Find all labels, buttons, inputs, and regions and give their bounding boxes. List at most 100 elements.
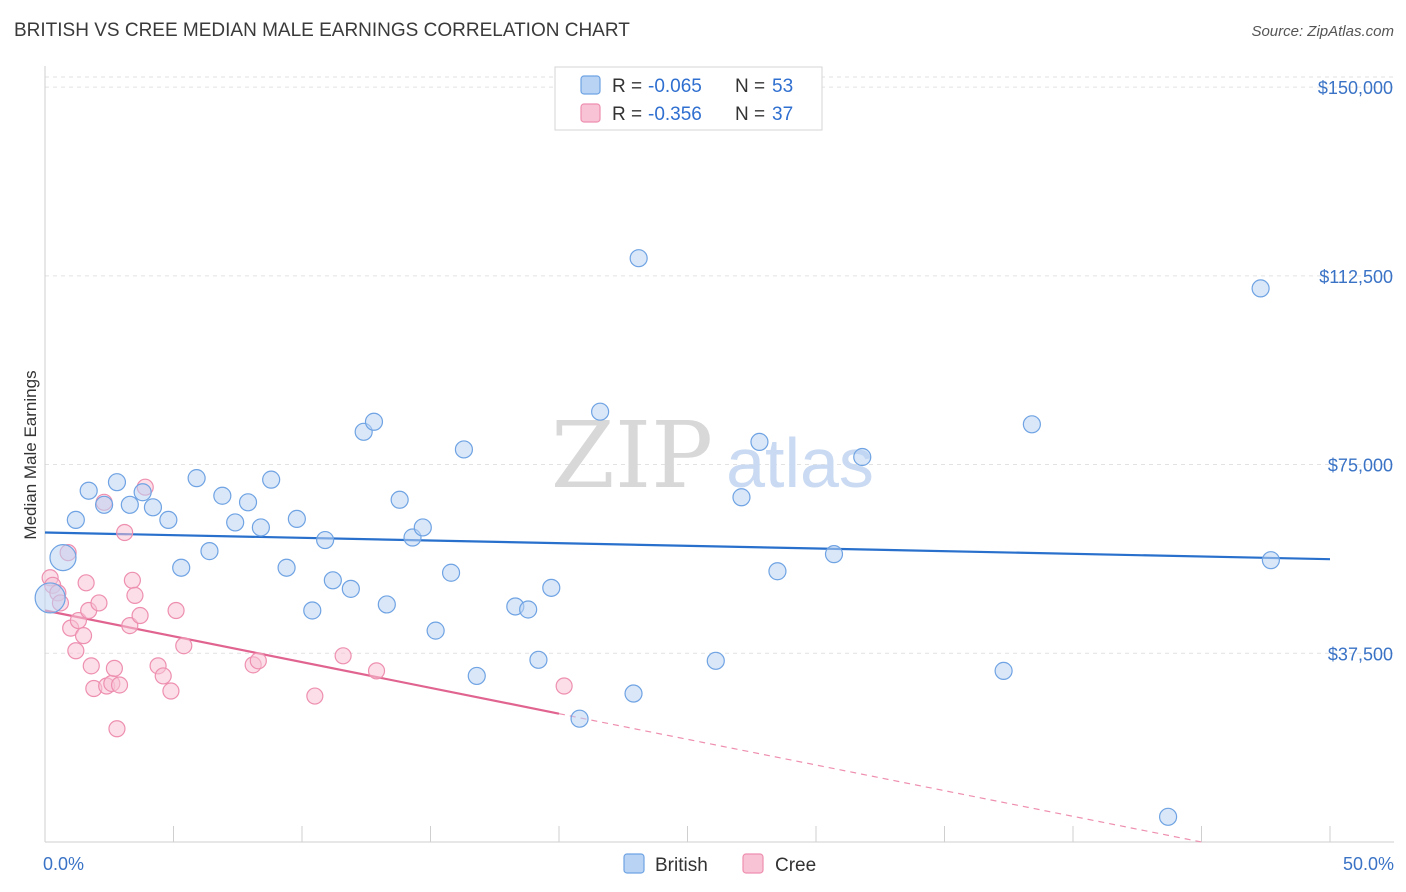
cree-point-11 [82, 657, 100, 675]
british-point-48 [994, 661, 1013, 680]
british-point-1 [49, 544, 77, 572]
british-point-52 [1261, 551, 1280, 570]
cree-point-20 [116, 523, 134, 542]
y-tick-label-2: $112,500 [1319, 267, 1393, 287]
cree-point-32 [249, 652, 267, 670]
legend-r-value-cree: -0.356 [648, 104, 702, 125]
legend-r-label-british: R = [612, 76, 642, 97]
bottom-legend: British Cree [623, 853, 816, 876]
cree-point-17 [105, 659, 123, 677]
british-point-38 [570, 709, 589, 728]
british-point-13 [213, 486, 232, 505]
watermark-atlas: atlas [726, 424, 874, 502]
cree-point-23 [126, 586, 144, 604]
british-point-35 [519, 600, 538, 619]
cree-point-8 [74, 627, 93, 645]
british-point-9 [159, 510, 178, 530]
x-tick-label-max: 50.0% [1343, 854, 1394, 874]
british-point-43 [732, 488, 751, 507]
y-tick-label-3: $150,000 [1318, 78, 1393, 98]
axes [44, 66, 1394, 843]
y-tick-label-0: $37,500 [1328, 644, 1393, 664]
british-point-47 [853, 447, 872, 467]
british-point-25 [364, 412, 384, 431]
british-point-29 [413, 518, 432, 537]
british-point-31 [441, 563, 461, 582]
legend-n-label-british: N = [735, 76, 765, 97]
y-tick-label-1: $75,000 [1328, 456, 1393, 476]
cree-point-21 [121, 616, 139, 635]
cree-point-34 [334, 647, 352, 665]
y-tick-labels: $37,500 $75,000 $112,500 $150,000 [1318, 78, 1393, 664]
bottom-legend-swatch-british [623, 853, 645, 874]
legend-swatch-british [580, 75, 601, 95]
cree-point-29 [167, 601, 185, 620]
bottom-legend-swatch-cree [742, 853, 764, 874]
cree-point-33 [306, 687, 324, 705]
british-point-21 [316, 530, 335, 550]
legend-n-value-cree: 37 [772, 104, 793, 125]
british-point-27 [390, 490, 409, 509]
british-point-50 [1158, 807, 1178, 826]
british-point-39 [591, 402, 610, 421]
british-point-45 [768, 562, 787, 581]
cree-point-13 [90, 594, 108, 612]
bottom-legend-label-british: British [655, 855, 708, 876]
british-point-20 [303, 601, 322, 620]
british-point-41 [629, 249, 648, 268]
source-note: Source: ZipAtlas.com [1251, 23, 1394, 40]
british-point-23 [341, 579, 360, 598]
british-point-8 [143, 498, 163, 517]
british-point-22 [323, 571, 342, 590]
cree-points [41, 478, 573, 738]
british-point-0 [34, 582, 66, 614]
british-points [34, 249, 1280, 826]
british-point-36 [529, 650, 548, 669]
trend-lines [44, 531, 1331, 843]
british-point-4 [95, 495, 114, 514]
british-point-12 [200, 542, 219, 561]
cree-point-22 [123, 571, 141, 589]
british-point-10 [172, 558, 191, 577]
cree-point-7 [69, 611, 88, 630]
british-point-46 [824, 545, 844, 564]
cree-point-28 [162, 682, 180, 700]
british-point-16 [251, 518, 270, 537]
british-point-5 [107, 473, 127, 492]
cree-point-35 [367, 662, 386, 680]
legend-swatch-cree [580, 103, 601, 123]
british-point-11 [187, 469, 206, 488]
legend-n-label-cree: N = [735, 104, 765, 125]
legend-n-value-british: 53 [772, 76, 793, 97]
british-point-37 [542, 578, 561, 597]
bottom-legend-label-cree: Cree [775, 855, 816, 876]
british-point-30 [426, 621, 445, 640]
trend-line-cree-extrapolated [558, 713, 1202, 843]
cree-point-27 [154, 667, 172, 685]
watermark-zip: ZIP [551, 402, 713, 509]
british-point-42 [706, 651, 725, 670]
x-tick-label-min: 0.0% [43, 854, 84, 874]
british-point-6 [120, 495, 139, 514]
legend-r-label-cree: R = [612, 104, 642, 125]
british-point-7 [133, 483, 152, 502]
british-point-15 [238, 493, 258, 512]
cree-point-9 [77, 574, 95, 592]
british-point-17 [262, 470, 281, 489]
british-point-19 [287, 509, 306, 529]
british-point-44 [750, 432, 769, 452]
british-point-26 [377, 595, 396, 614]
cree-point-19 [110, 676, 129, 694]
british-point-33 [467, 666, 486, 686]
british-point-14 [226, 513, 245, 532]
cree-point-18 [108, 720, 126, 738]
trend-line-british [44, 531, 1331, 561]
british-point-49 [1022, 415, 1041, 434]
chart-title: BRITISH VS CREE MEDIAN MALE EARNINGS COR… [14, 20, 630, 41]
cree-point-6 [67, 642, 85, 660]
british-point-40 [624, 684, 643, 703]
grid-lines [45, 76, 1394, 654]
cree-point-30 [175, 637, 193, 655]
legend-r-value-british: -0.065 [648, 76, 702, 97]
cree-point-24 [131, 606, 149, 625]
